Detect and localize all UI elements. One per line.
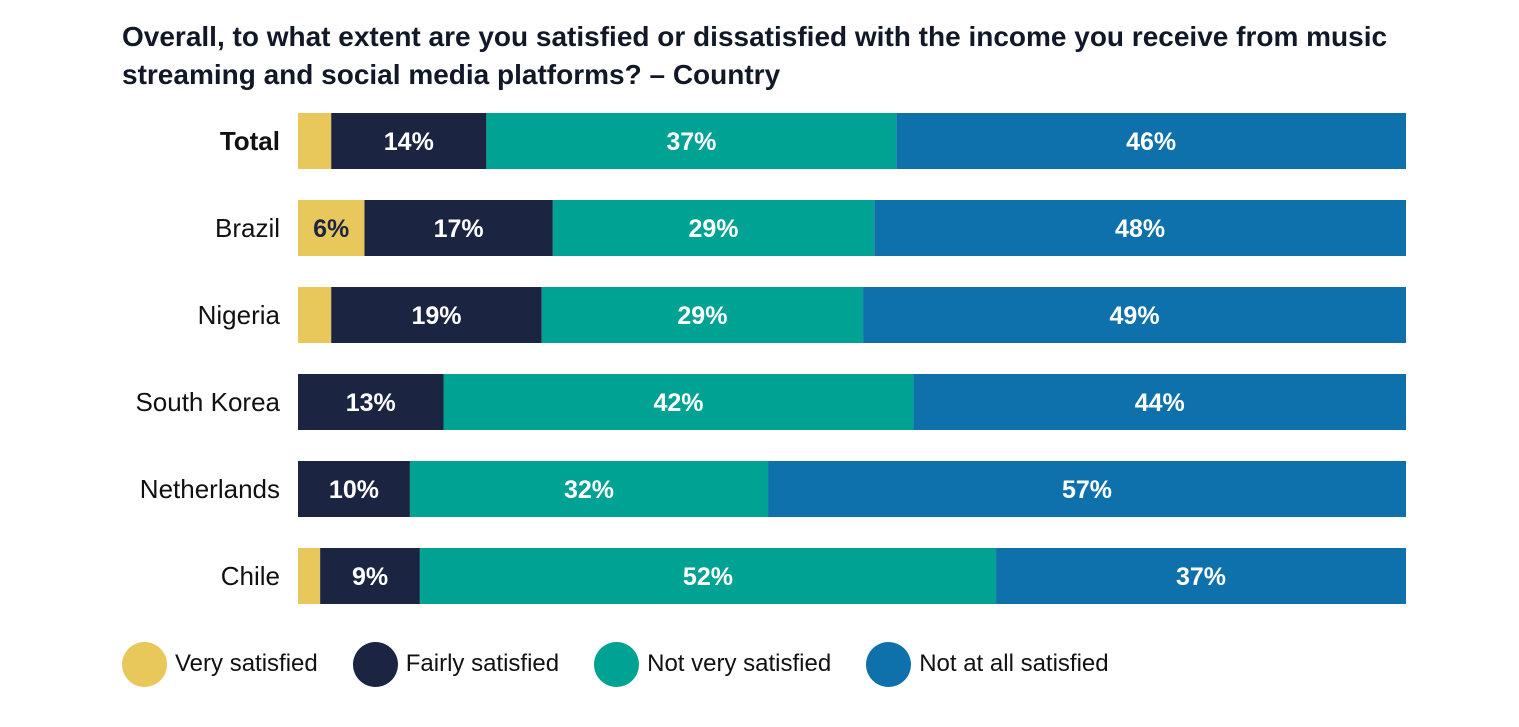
- category-label-south-korea: South Korea: [135, 387, 280, 417]
- legend-label: Very satisfied: [175, 650, 318, 677]
- bar-chile-not-at-all-satisfied: [996, 548, 1406, 604]
- data-label-total-not-at-all-satisfied: 46%: [1126, 128, 1176, 156]
- legend-swatch: [866, 641, 912, 687]
- legend-label: Not very satisfied: [647, 650, 832, 677]
- legend-swatch: [352, 641, 398, 687]
- data-label-nigeria-not-at-all-satisfied: 49%: [1110, 302, 1160, 330]
- data-label-south-korea-fairly-satisfied: 13%: [346, 389, 396, 417]
- legend-item-very-satisfied: Very satisfied: [122, 641, 318, 687]
- bar-netherlands-not-at-all-satisfied: [768, 461, 1406, 517]
- bar-south-korea-fairly-satisfied: [298, 374, 444, 430]
- bar-nigeria-not-at-all-satisfied: [863, 287, 1406, 343]
- legend-swatch: [594, 641, 640, 687]
- category-label-nigeria: Nigeria: [198, 300, 281, 330]
- data-label-brazil-not-very-satisfied: 29%: [688, 215, 738, 243]
- data-label-netherlands-not-at-all-satisfied: 57%: [1062, 476, 1112, 504]
- data-label-total-not-very-satisfied: 37%: [666, 128, 716, 156]
- bar-south-korea-not-at-all-satisfied: [913, 374, 1406, 430]
- data-label-brazil-fairly-satisfied: 17%: [434, 215, 484, 243]
- data-label-south-korea-not-very-satisfied: 42%: [654, 389, 704, 417]
- data-label-chile-not-very-satisfied: 52%: [683, 563, 733, 591]
- bar-nigeria-very-satisfied: [298, 287, 332, 343]
- bar-chile-fairly-satisfied: [320, 548, 420, 604]
- legend-item-fairly-satisfied: Fairly satisfied: [352, 641, 560, 687]
- category-label-netherlands: Netherlands: [140, 474, 280, 504]
- bar-nigeria-fairly-satisfied: [331, 287, 542, 343]
- bar-total-not-very-satisfied: [486, 113, 897, 169]
- legend-swatch: [122, 641, 167, 687]
- legend-item-not-very-satisfied: Not very satisfied: [594, 641, 832, 687]
- legend-item-not-at-all-satisfied: Not at all satisfied: [866, 641, 1109, 687]
- data-label-nigeria-fairly-satisfied: 19%: [411, 302, 461, 330]
- category-label-total: Total: [220, 126, 280, 156]
- bar-brazil-not-at-all-satisfied: [874, 200, 1406, 256]
- legend-label: Fairly satisfied: [405, 650, 560, 677]
- data-label-brazil-not-at-all-satisfied: 48%: [1115, 215, 1165, 243]
- data-label-nigeria-not-very-satisfied: 29%: [677, 302, 727, 330]
- bar-netherlands-fairly-satisfied: [298, 461, 410, 517]
- bar-netherlands-not-very-satisfied: [409, 461, 769, 517]
- bar-brazil-not-very-satisfied: [552, 200, 875, 256]
- chart-legend: Very satisfied Fairly satisfied Not very s…: [122, 641, 1144, 687]
- chart-title: Overall, to what extent are you satisfie…: [122, 21, 1388, 90]
- bar-chile-very-satisfied: [298, 548, 321, 604]
- data-label-chile-not-at-all-satisfied: 37%: [1176, 563, 1226, 591]
- bar-total-not-at-all-satisfied: [896, 113, 1406, 169]
- bar-brazil-very-satisfied: [298, 200, 365, 256]
- data-label-netherlands-fairly-satisfied: 10%: [329, 476, 379, 504]
- data-label-south-korea-not-at-all-satisfied: 44%: [1135, 389, 1185, 417]
- bar-brazil-fairly-satisfied: [364, 200, 553, 256]
- data-label-chile-fairly-satisfied: 9%: [352, 563, 388, 591]
- data-label-total-fairly-satisfied: 14%: [384, 128, 434, 156]
- category-label-chile: Chile: [221, 561, 280, 591]
- bar-total-very-satisfied: [298, 113, 332, 169]
- category-label-brazil: Brazil: [215, 213, 280, 243]
- data-label-netherlands-not-very-satisfied: 32%: [564, 476, 614, 504]
- data-label-brazil-very-satisfied: 6%: [313, 215, 349, 243]
- bar-total-fairly-satisfied: [331, 113, 487, 169]
- bar-chile-not-very-satisfied: [419, 548, 997, 604]
- bar-nigeria-not-very-satisfied: [541, 287, 864, 343]
- legend-label: Not at all satisfied: [919, 650, 1109, 677]
- bar-south-korea-not-very-satisfied: [443, 374, 914, 430]
